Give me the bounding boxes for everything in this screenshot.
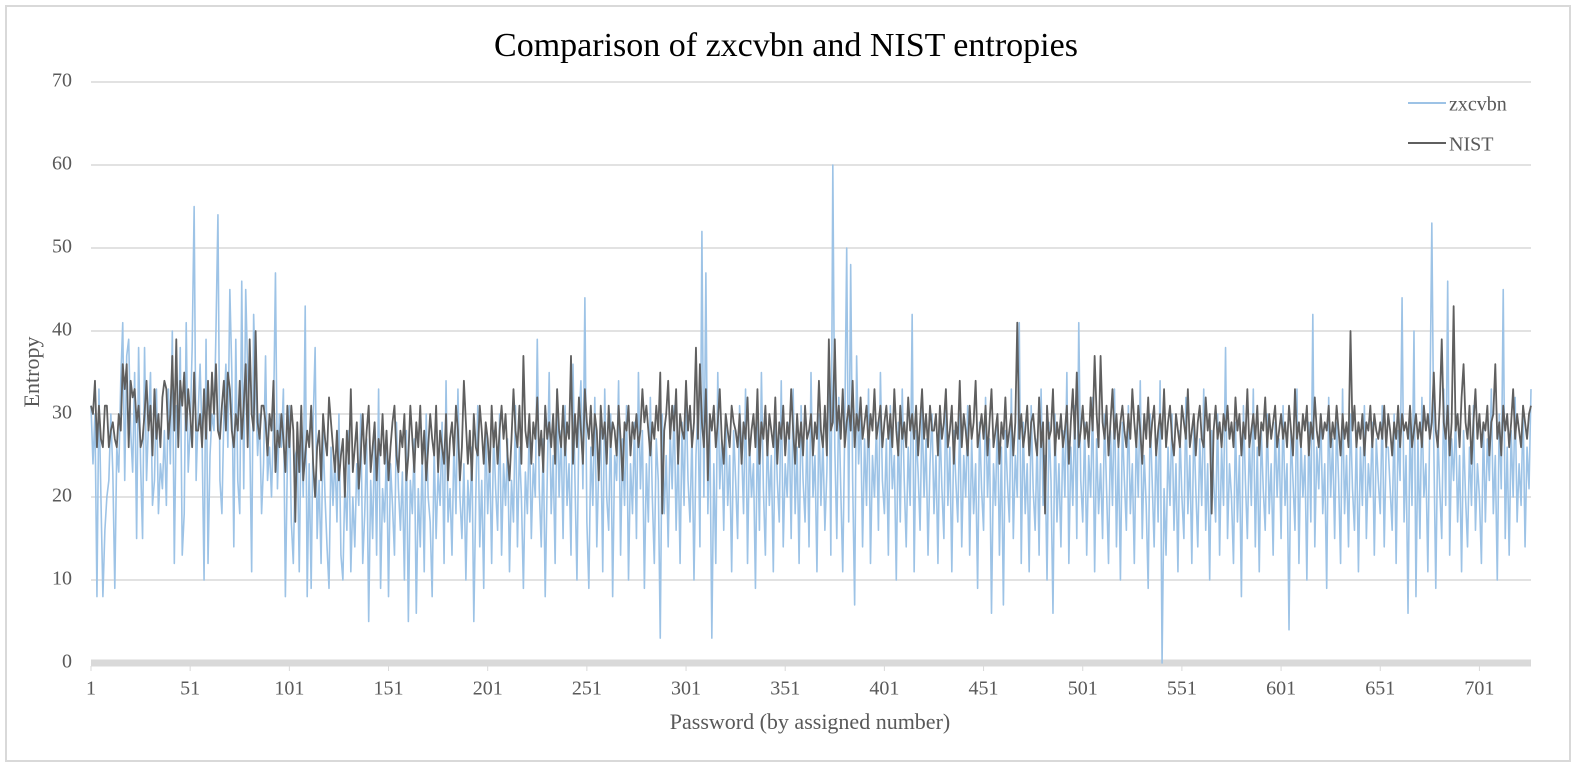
x-tick-label: 1 — [86, 678, 96, 700]
x-tick-label: 51 — [180, 678, 200, 700]
chart-title: Comparison of zxcvbn and NIST entropies — [494, 27, 1078, 64]
y-tick-label: 40 — [52, 319, 72, 341]
legend-label: NIST — [1449, 134, 1493, 156]
x-tick-label: 401 — [869, 678, 899, 700]
x-tick-label: 151 — [374, 678, 404, 700]
y-axis-label: Entropy — [19, 337, 44, 408]
x-tick-label: 501 — [1068, 678, 1098, 700]
series-line — [90, 305, 1532, 523]
x-tick-label: 101 — [274, 678, 304, 700]
y-tick-label: 60 — [52, 153, 72, 175]
x-tick-label: 351 — [770, 678, 800, 700]
legend-label: zxcvbn — [1449, 94, 1507, 116]
x-tick-label: 251 — [572, 678, 602, 700]
x-tick-label: 701 — [1464, 678, 1494, 700]
x-tick-label: 651 — [1365, 678, 1395, 700]
y-tick-label: 50 — [52, 236, 72, 258]
y-tick-label: 20 — [52, 485, 72, 507]
y-tick-label: 10 — [52, 568, 72, 590]
x-tick-label: 301 — [671, 678, 701, 700]
y-tick-label: 0 — [62, 651, 72, 673]
x-axis-label: Password (by assigned number) — [670, 709, 950, 734]
x-tick-label: 551 — [1167, 678, 1197, 700]
x-tick-label: 201 — [473, 678, 503, 700]
x-tick-label: 451 — [969, 678, 999, 700]
y-tick-label: 30 — [52, 402, 72, 424]
x-tick-label: 601 — [1266, 678, 1296, 700]
y-tick-label: 70 — [52, 70, 72, 92]
